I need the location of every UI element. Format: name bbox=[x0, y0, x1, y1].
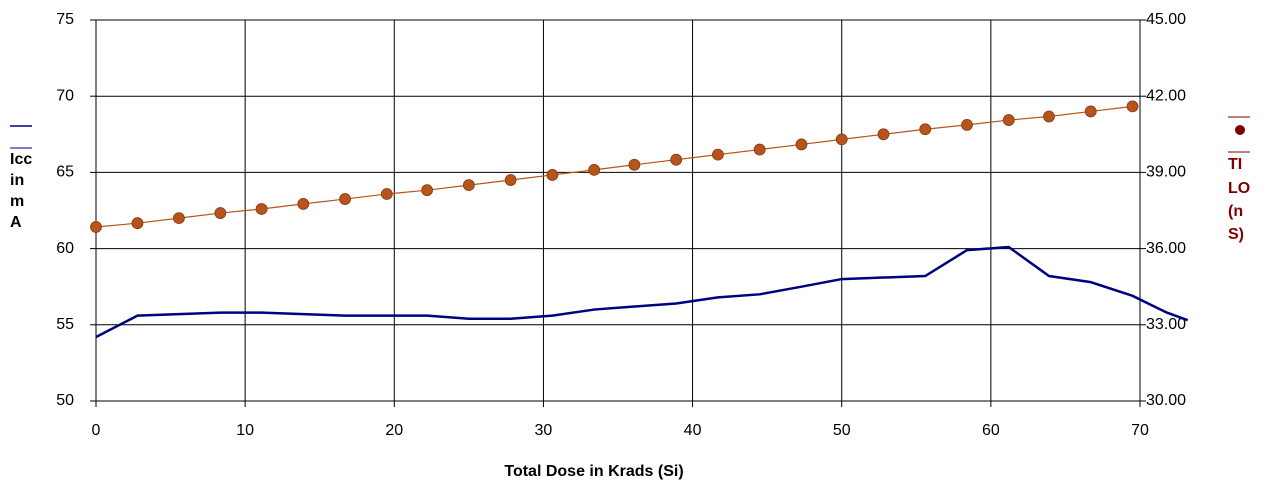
data-point bbox=[214, 207, 227, 219]
series-line bbox=[95, 105, 1133, 228]
data-point bbox=[835, 133, 848, 146]
data-point bbox=[795, 138, 808, 151]
x-tick-label: 50 bbox=[833, 422, 851, 439]
data-point bbox=[546, 169, 559, 181]
y-tick-label: 75 bbox=[56, 11, 74, 28]
data-point bbox=[753, 143, 766, 156]
data-point bbox=[919, 123, 932, 136]
y-axis-label: m bbox=[10, 193, 24, 210]
plot-area bbox=[95, 19, 1141, 402]
data-point bbox=[504, 174, 517, 186]
x-tick-label: 10 bbox=[236, 422, 254, 439]
legend-marker bbox=[1235, 125, 1245, 135]
data-point bbox=[339, 193, 351, 205]
y-tick-label: 60 bbox=[56, 240, 74, 257]
x-tick-label: 30 bbox=[535, 422, 553, 439]
data-point bbox=[131, 217, 144, 230]
y-axis-label: A bbox=[10, 214, 22, 231]
data-point bbox=[462, 179, 475, 192]
x-tick-label: 60 bbox=[982, 422, 1000, 439]
y-tick-label: 50 bbox=[56, 392, 74, 409]
y2-axis-label: LO bbox=[1228, 180, 1250, 197]
y-tick-label: 55 bbox=[56, 316, 74, 333]
data-point bbox=[1002, 114, 1015, 126]
data-point bbox=[670, 153, 683, 166]
y2-axis-label: S) bbox=[1228, 226, 1244, 243]
y2-tick-label: 39.00 bbox=[1146, 164, 1186, 181]
data-point bbox=[1043, 110, 1055, 123]
y2-tick-label: 42.00 bbox=[1146, 87, 1186, 104]
y-axis-label: Icc bbox=[10, 151, 32, 168]
data-point bbox=[877, 128, 890, 141]
y2-axis-label: TI bbox=[1228, 156, 1242, 173]
data-point bbox=[712, 148, 724, 161]
data-point bbox=[1126, 100, 1139, 113]
data-point bbox=[90, 221, 102, 233]
y2-axis-label: (n bbox=[1228, 203, 1243, 220]
data-point bbox=[255, 203, 268, 215]
y2-tick-label: 36.00 bbox=[1146, 240, 1186, 257]
series-line bbox=[95, 245, 1189, 339]
y-tick-label: 70 bbox=[56, 87, 74, 104]
data-point bbox=[628, 158, 641, 171]
data-point bbox=[173, 212, 185, 225]
x-tick-label: 70 bbox=[1131, 422, 1149, 439]
data-point bbox=[961, 119, 973, 131]
y2-tick-label: 30.00 bbox=[1146, 392, 1186, 409]
y-tick-label: 65 bbox=[56, 164, 74, 181]
y-axis-label: in bbox=[10, 172, 24, 189]
y2-tick-label: 33.00 bbox=[1146, 316, 1186, 333]
data-point bbox=[588, 163, 601, 176]
x-axis-label: Total Dose in Krads (Si) bbox=[504, 463, 683, 480]
data-point bbox=[421, 184, 433, 197]
x-tick-label: 0 bbox=[92, 422, 101, 439]
y2-tick-label: 45.00 bbox=[1146, 11, 1186, 28]
data-point bbox=[297, 197, 310, 210]
x-tick-label: 40 bbox=[684, 422, 702, 439]
x-tick-label: 20 bbox=[385, 422, 403, 439]
data-point bbox=[1084, 105, 1097, 118]
data-point bbox=[380, 188, 393, 200]
